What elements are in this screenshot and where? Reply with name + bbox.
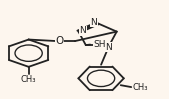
Text: N: N (79, 26, 86, 35)
Text: N: N (90, 18, 97, 27)
Text: CH₃: CH₃ (21, 75, 36, 84)
Text: N: N (105, 43, 112, 52)
Text: O: O (55, 36, 63, 46)
Text: SH: SH (94, 40, 106, 49)
Text: CH₃: CH₃ (132, 83, 148, 92)
